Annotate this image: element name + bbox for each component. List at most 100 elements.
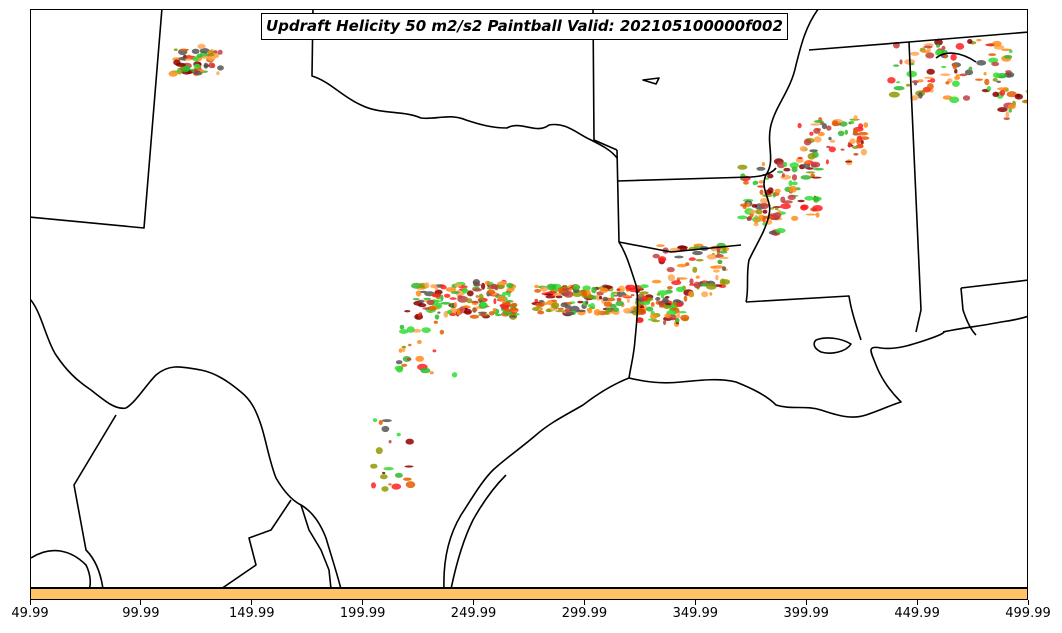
paintball-blob: [403, 477, 412, 481]
paintball-blob: [184, 58, 192, 61]
paintball-blob: [852, 128, 858, 135]
lake-pontchartrain: [813, 337, 852, 354]
paintball-blob: [693, 243, 704, 247]
paintball-blob: [927, 80, 931, 83]
paintball-blob: [217, 65, 224, 71]
paintball-blob: [422, 307, 430, 310]
paintball-blob: [615, 300, 624, 307]
paintball-blob: [997, 107, 1008, 113]
paintball-blob: [197, 43, 206, 50]
paintball-blob: [754, 218, 759, 224]
mx-border-3: [300, 504, 332, 587]
paintball-blob: [217, 49, 223, 55]
paintball-blob: [976, 60, 987, 66]
paintball-blob: [999, 89, 1006, 96]
paintball-blob: [450, 291, 460, 294]
paintball-blob: [675, 318, 680, 323]
paintball-blob: [737, 164, 748, 170]
paintball-blob: [610, 292, 615, 299]
paintball-blob: [810, 123, 821, 126]
paintball-blob: [1025, 89, 1027, 93]
paintball-blob: [551, 302, 560, 309]
colorbar-tick-mark: [251, 600, 253, 605]
paintball-blob: [760, 202, 769, 210]
paintball-blob: [757, 185, 766, 188]
paintball-blob: [591, 286, 597, 294]
paintball-blob: [570, 287, 578, 290]
paintball-blob: [692, 250, 703, 256]
paintball-blob: [625, 284, 636, 291]
paintball-blob: [986, 86, 992, 91]
paintball-blob: [783, 161, 788, 168]
paintball-blob: [657, 290, 669, 296]
tx-la-border: [616, 149, 639, 379]
paintball-blob: [791, 166, 798, 173]
paintball-blob: [791, 215, 799, 221]
paintball-blob: [791, 174, 798, 181]
paintball-blob: [444, 293, 451, 298]
paintball-blob: [462, 305, 470, 308]
paintball-blob: [813, 127, 821, 134]
paintball-blob: [454, 283, 462, 288]
paintball-blob: [825, 159, 829, 165]
paintball-blob: [803, 139, 812, 146]
paintball-blob: [593, 309, 601, 316]
map-frame[interactable]: [30, 9, 1028, 588]
paintball-blob: [709, 292, 713, 296]
paintball-blob: [433, 320, 438, 324]
map-title: Updraft Helicity 50 m2/s2 Paintball Vali…: [261, 13, 788, 40]
paintball-blob: [456, 308, 461, 316]
paintball-blob: [813, 167, 824, 171]
paintball-blob: [826, 145, 831, 149]
paintball-blob: [213, 50, 218, 54]
paintball-blob: [692, 266, 698, 273]
paintball-blob: [639, 284, 649, 289]
paintball-blob: [911, 80, 919, 84]
colorbar-tick-mark: [583, 600, 585, 605]
paintball-blob: [396, 367, 403, 373]
paintball-blob: [623, 307, 632, 314]
paintball-blob: [683, 295, 688, 302]
paintball-blob: [666, 286, 673, 290]
paintball-blob: [406, 326, 415, 333]
paintball-blob: [774, 188, 781, 194]
paintball-blob: [472, 288, 483, 292]
paintball-blob: [439, 329, 445, 335]
paintball-blob: [809, 149, 818, 153]
paintball-blob: [398, 348, 403, 353]
ms-al-border: [808, 41, 922, 333]
paintball-blob: [921, 89, 928, 93]
paintball-blob: [674, 255, 684, 259]
paintball-blob: [383, 467, 394, 471]
colorbar-tick-mark: [1027, 600, 1029, 605]
paintball-blob: [405, 438, 414, 445]
paintball-blob: [630, 294, 635, 297]
paintball-blob: [424, 282, 430, 289]
paintball-blob: [472, 308, 478, 312]
paintball-blob: [693, 281, 701, 289]
paintball-blob: [812, 205, 823, 212]
paintball-blob: [555, 310, 565, 313]
paintball-blob: [813, 196, 820, 203]
paintball-blob: [651, 279, 662, 284]
paintball-blob: [722, 266, 727, 271]
paintball-blob: [396, 432, 401, 437]
colorbar-tick-label: 49.99: [11, 606, 49, 621]
paintball-blob: [918, 91, 923, 99]
paintball-blob: [462, 287, 468, 294]
paintball-blob: [756, 166, 766, 171]
paintball-blob: [984, 78, 990, 86]
paintball-blob: [863, 122, 869, 128]
paintball-blob: [759, 189, 764, 195]
paintball-blob: [406, 357, 412, 361]
paintball-blob: [988, 53, 997, 56]
paintball-blob: [378, 420, 383, 425]
paintball-blob: [988, 57, 999, 64]
paintball-blob: [706, 254, 718, 260]
paintball-blob: [905, 83, 911, 87]
paintball-blob: [776, 170, 784, 174]
paintball-blob: [737, 215, 748, 220]
paintball-blob: [551, 299, 558, 302]
paintball-blob: [888, 91, 900, 98]
paintball-blob: [186, 54, 192, 59]
